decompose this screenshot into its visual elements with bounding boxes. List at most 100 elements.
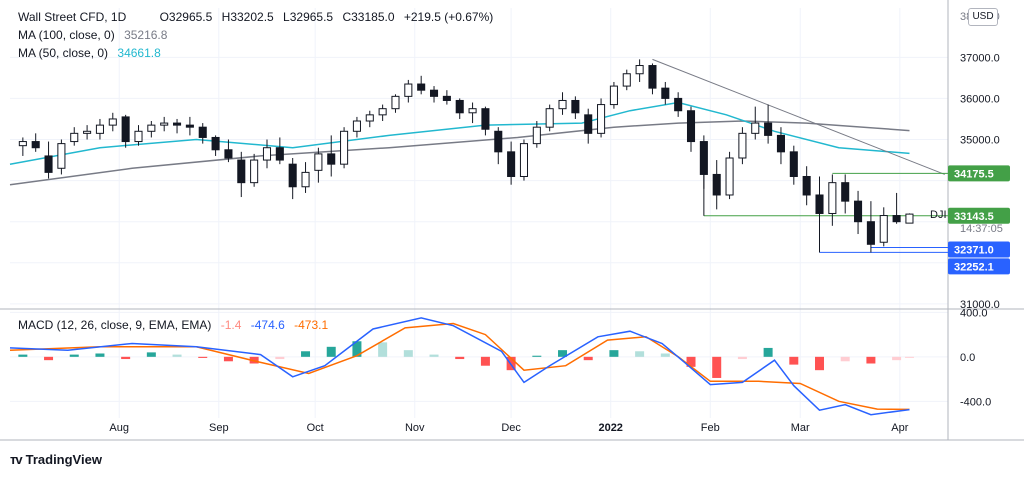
candle-body xyxy=(674,97,683,112)
macd-histogram-bar xyxy=(789,356,799,365)
macd-legend[interactable]: MACD (12, 26, close, 9, EMA, EMA) -1.4 -… xyxy=(18,318,334,332)
candle-body xyxy=(686,110,696,143)
macd-tick-label: 400.0 xyxy=(960,307,988,319)
price-marker-label: 32252.1 xyxy=(954,261,994,273)
candle-body xyxy=(147,124,156,132)
time-tick-label: Oct xyxy=(307,422,324,434)
candle-body xyxy=(314,153,323,171)
macd-histogram-bar xyxy=(223,356,233,362)
macd-histogram-bar xyxy=(712,356,722,378)
candle-body xyxy=(417,83,426,91)
macd-line-value: -474.6 xyxy=(250,318,285,332)
macd-histogram-bar xyxy=(172,354,182,357)
price-tick-label: 31000.0 xyxy=(960,299,1000,311)
candle-body xyxy=(776,134,785,153)
candle-body xyxy=(262,147,272,161)
candle-body xyxy=(481,108,490,130)
currency-badge[interactable]: USD xyxy=(968,8,998,26)
time-tick-label: Nov xyxy=(405,422,425,434)
ma100-line xyxy=(9,120,910,186)
branding-text: TradingView xyxy=(25,452,102,467)
price-tick-label: 37000.0 xyxy=(960,52,1000,64)
macd-histogram-bar xyxy=(403,350,413,357)
candle-body xyxy=(738,132,747,159)
macd-histogram-bar xyxy=(378,342,388,357)
candle-body xyxy=(95,124,104,134)
candle-body xyxy=(725,157,734,196)
time-tick-label: Sep xyxy=(209,422,229,434)
macd-histogram-bar xyxy=(866,356,876,364)
candle-body xyxy=(751,122,760,134)
price-marker-box xyxy=(948,258,1010,275)
macd-tick-label: -400.0 xyxy=(960,396,991,408)
trendline xyxy=(652,58,945,175)
candle-body xyxy=(173,122,182,126)
candle-body xyxy=(250,159,259,184)
candle-body xyxy=(866,221,875,245)
ma50-value: 34661.8 xyxy=(117,46,161,60)
candle-body xyxy=(635,65,644,75)
candle-body xyxy=(198,126,207,138)
macd-label: MACD (12, 26, close, 9, EMA, EMA) xyxy=(18,318,212,332)
candle-body xyxy=(571,99,580,114)
candle-body xyxy=(905,213,914,224)
macd-histogram-bar xyxy=(95,353,105,357)
price-marker-box xyxy=(948,207,1010,224)
tradingview-logo[interactable]: ᴛᴠ TradingView xyxy=(10,452,102,467)
candle-body xyxy=(83,130,92,134)
macd-histogram-bar xyxy=(892,356,902,361)
macd-histogram-bar xyxy=(840,356,850,362)
macd-histogram-bar xyxy=(429,354,439,357)
macd-histogram-bar xyxy=(146,352,156,357)
macd-tick-label: 0.0 xyxy=(960,352,975,364)
price-marker-label: 32371.0 xyxy=(954,245,994,257)
candle-body xyxy=(815,194,824,214)
tradingview-mark-icon: ᴛᴠ xyxy=(10,452,23,467)
macd-histogram-bar xyxy=(326,346,336,357)
macd-histogram-bar xyxy=(583,356,593,361)
candle-body xyxy=(584,114,593,134)
ma50-line xyxy=(9,101,910,165)
macd-histogram-bar xyxy=(198,356,208,358)
ma50-legend[interactable]: MA (50, close, 0) 34661.8 xyxy=(18,46,167,60)
candle-body xyxy=(404,83,413,97)
candle-body xyxy=(879,215,888,243)
macd-histogram-bar xyxy=(609,350,619,357)
open-value: O32965.5 xyxy=(159,10,213,24)
candle-body xyxy=(134,130,143,143)
candle-body xyxy=(545,108,554,128)
candle-body xyxy=(609,85,618,106)
candle-body xyxy=(365,114,374,122)
macd-histogram-bar xyxy=(558,350,568,357)
time-tick-label: Feb xyxy=(701,422,720,434)
ma100-legend[interactable]: MA (100, close, 0) 35216.8 xyxy=(18,28,173,42)
price-tick-label: 35000.0 xyxy=(960,135,1000,147)
price-tick-label: 36000.0 xyxy=(960,93,1000,105)
candle-body xyxy=(507,151,516,177)
time-tick-label: Dec xyxy=(501,422,521,434)
candle-body xyxy=(340,130,349,165)
candle-body xyxy=(18,141,27,147)
candle-body xyxy=(622,73,631,87)
candle-body xyxy=(494,130,503,153)
macd-histogram-bar xyxy=(815,356,825,371)
symbol-label[interactable]: Wall Street CFD, 1D xyxy=(18,10,127,24)
price-marker-box xyxy=(948,241,1010,258)
macd-histogram-bar xyxy=(660,353,670,357)
macd-line xyxy=(9,317,910,416)
macd-histogram-bar xyxy=(121,356,131,360)
candle-body xyxy=(558,99,567,110)
candle-body xyxy=(661,87,670,99)
macd-histogram-bar xyxy=(275,356,285,360)
time-tick-label: Apr xyxy=(891,422,908,434)
time-tick-label: Aug xyxy=(109,422,129,434)
candle-body xyxy=(854,200,863,223)
macd-signal-value: -473.1 xyxy=(294,318,329,332)
candle-body xyxy=(519,143,529,177)
macd-histogram-bar xyxy=(635,351,645,357)
macd-histogram-bar xyxy=(455,356,465,360)
macd-histogram-bar xyxy=(44,356,54,361)
price-marker-box xyxy=(948,165,1010,182)
candle-body xyxy=(597,104,606,134)
candle-body xyxy=(648,65,657,89)
